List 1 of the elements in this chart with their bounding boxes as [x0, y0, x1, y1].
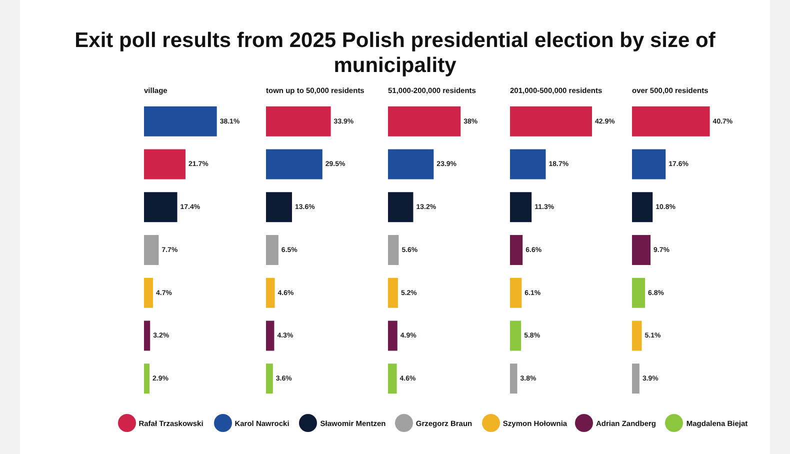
text: Exit poll results from 2025 Polish presidential election by size of municipality [74, 28, 716, 78]
